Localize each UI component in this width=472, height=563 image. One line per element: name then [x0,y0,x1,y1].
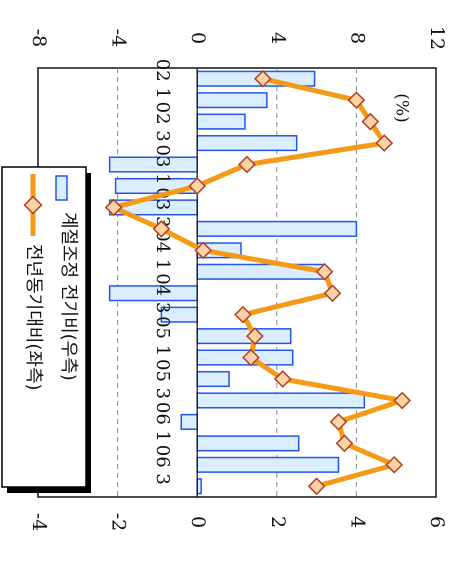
line-marker [104,198,123,217]
bar [196,220,358,237]
category-label: 06 3 [152,445,173,485]
legend-line-marker [23,195,43,215]
category-label: 05 3 [152,359,173,399]
line-marker [254,69,272,88]
legend-bar-label: 계절조정 전기비(우측) [58,212,79,381]
line-marker [238,155,256,174]
bar [196,392,366,409]
bottom-tick-label: 6 [426,516,448,528]
line-marker [315,262,334,281]
category-axis: 02 102 303 103 304 104 305 105 306 106 3 [152,59,173,485]
line-marker [234,305,252,324]
line-marker [335,434,354,453]
line-marker [323,284,342,303]
category-label: 04 1 [152,230,173,270]
bar [196,370,230,388]
line-marker [361,112,380,131]
line-marker [273,370,292,388]
bar [196,328,292,345]
bottom-tick-label: -4 [28,513,50,532]
line-marker [188,177,207,195]
category-label: 06 1 [152,402,173,442]
top-tick-label: -4 [108,29,130,48]
bar [196,92,268,109]
line-series [104,69,412,496]
legend-bar-swatch [55,175,68,201]
category-label: 04 3 [152,273,173,313]
line-marker [246,327,264,345]
top-tick-label: 4 [267,32,289,44]
bar [180,413,198,430]
bar [196,435,300,452]
line-marker [152,220,171,238]
category-label: 02 1 [152,59,173,99]
line-marker [385,455,404,474]
series-line [111,76,405,489]
bottom-tick-label: 2 [267,516,289,528]
line-marker [307,477,326,496]
top-axis: -8 -4 0 4 8 12 [28,26,448,50]
bottom-tick-label: -2 [108,513,130,532]
top-tick-label: 8 [346,32,368,44]
category-label: 05 1 [152,316,173,356]
line-marker [375,134,394,152]
bottom-tick-label: 4 [346,516,368,528]
legend-line-label: 전년동기대비(좌측) [23,244,44,391]
line-marker [329,413,348,431]
legend-box [1,166,87,488]
top-tick-label: 0 [187,32,209,44]
legend: 계절조정 전기비(우측) 전년동기대비(좌측) [1,166,91,493]
category-label: 03 1 [152,144,173,184]
bar [196,113,246,130]
bottom-axis: -4 -2 0 2 4 6 [28,513,448,532]
line-marker [242,348,260,367]
line-marker [347,91,366,110]
category-label: 02 3 [152,102,173,142]
line-marker [393,391,412,410]
top-tick-label: -8 [28,29,50,48]
bar [196,456,340,473]
top-tick-label: 12 [426,26,448,50]
unit-label: (%) [392,93,412,122]
line-marker [194,241,213,260]
bar [196,135,298,152]
bottom-tick-label: 0 [187,516,209,528]
